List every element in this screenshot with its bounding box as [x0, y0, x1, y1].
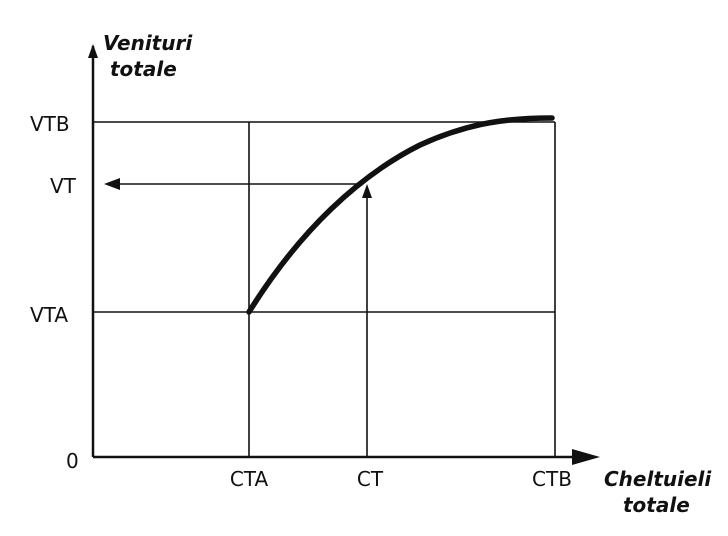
vt-arrowhead — [104, 178, 120, 190]
x-axis-title-line1: Cheltuieli — [604, 467, 712, 491]
label-ctb: CTB — [532, 467, 572, 491]
y-axis-title-line2: totale — [110, 57, 177, 81]
label-ct: CT — [357, 467, 384, 491]
label-origin: 0 — [66, 449, 79, 473]
y-axis-title-line1: Venituri — [103, 31, 193, 55]
x-axis-title-line2: totale — [623, 493, 690, 517]
x-axis-arrow — [572, 449, 600, 465]
revenue-curve — [246, 115, 555, 315]
ct-arrowhead — [362, 184, 372, 198]
label-vtb: VTB — [30, 112, 70, 136]
label-cta: CTA — [230, 467, 269, 491]
label-vta: VTA — [30, 303, 68, 327]
label-vt: VT — [50, 174, 77, 198]
